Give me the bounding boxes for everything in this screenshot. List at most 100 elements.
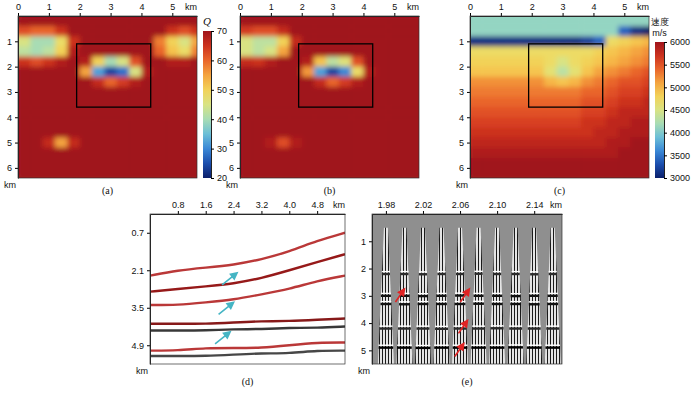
cell (363, 97, 376, 108)
cell (80, 138, 93, 149)
cell (191, 148, 197, 159)
cell (240, 67, 253, 78)
cell (532, 97, 545, 108)
cell (495, 97, 508, 108)
cell (581, 127, 594, 138)
cell (80, 117, 93, 128)
cell (581, 148, 594, 159)
cell (252, 168, 265, 178)
cell (129, 16, 142, 27)
cell (351, 77, 364, 88)
cell (302, 67, 315, 78)
tick-mark (363, 13, 364, 16)
cell (482, 158, 495, 169)
cell (363, 77, 376, 88)
cell (470, 57, 483, 68)
tick: 5 (361, 346, 372, 356)
tick-mark (664, 178, 667, 179)
cell (544, 158, 557, 169)
cell (104, 117, 117, 128)
tick-label: 3.5 (131, 303, 144, 313)
cell (154, 26, 167, 37)
cell (191, 127, 197, 138)
panel: 速度m/s30003500400045005000550060000123451… (456, 2, 690, 197)
cell (495, 16, 508, 27)
cell (569, 168, 582, 178)
tick-label: 40 (217, 115, 227, 125)
cell (191, 97, 197, 108)
cell (117, 117, 130, 128)
cell (80, 36, 93, 47)
cell (129, 127, 142, 138)
cell (351, 148, 364, 159)
cell (643, 67, 649, 78)
tick-label: 5 (361, 346, 366, 356)
cell (178, 127, 191, 138)
cell (326, 148, 339, 159)
cell (129, 87, 142, 98)
cell (141, 57, 154, 68)
tick-mark (664, 42, 667, 43)
cell (43, 46, 56, 57)
cell (178, 138, 191, 149)
cell (519, 158, 532, 169)
cell (314, 26, 327, 37)
event-highlight (382, 271, 390, 272)
cell (470, 36, 483, 47)
cell (55, 77, 68, 88)
cell (18, 138, 31, 149)
cell (388, 46, 401, 57)
cell (117, 97, 130, 108)
cell (191, 67, 197, 78)
cell (507, 67, 520, 78)
cell (43, 36, 56, 47)
plot-area (372, 214, 562, 364)
cell (265, 77, 278, 88)
cell (630, 16, 643, 27)
cell (363, 46, 376, 57)
panel-label: (b) (324, 185, 336, 197)
cell (532, 107, 545, 118)
tick-mark (147, 270, 150, 271)
cell (302, 57, 315, 68)
cell (265, 16, 278, 27)
cell (339, 87, 352, 98)
tick-label: 4 (361, 318, 366, 328)
cell (482, 138, 495, 149)
tick: 3 (331, 2, 336, 16)
cell (55, 97, 68, 108)
cell (154, 57, 167, 68)
tick: 3500 (664, 151, 690, 161)
cell (252, 107, 265, 118)
cell (80, 127, 93, 138)
cell (55, 16, 68, 27)
cell (55, 67, 68, 78)
tick-label: 4 (7, 113, 12, 123)
cell (470, 97, 483, 108)
cell (507, 77, 520, 88)
cell (643, 26, 649, 37)
tick-mark (563, 13, 564, 16)
cell (495, 148, 508, 159)
cell (569, 67, 582, 78)
cell (43, 107, 56, 118)
arrow (458, 320, 467, 333)
cell (643, 107, 649, 118)
gather (433, 228, 449, 364)
cell (30, 107, 43, 118)
panel-label: (c) (554, 185, 565, 197)
cell (18, 87, 31, 98)
cell (314, 77, 327, 88)
tick-mark (467, 168, 470, 169)
cell (400, 46, 413, 57)
cell (302, 117, 315, 128)
tick-mark (467, 92, 470, 93)
cell (67, 107, 80, 118)
cell (532, 57, 545, 68)
tick: 6 (459, 163, 470, 173)
tick: 3 (229, 87, 240, 97)
cell (178, 67, 191, 78)
reflector (150, 343, 345, 351)
tick: 20 (211, 173, 227, 183)
x-axis: 012345 (468, 2, 650, 17)
